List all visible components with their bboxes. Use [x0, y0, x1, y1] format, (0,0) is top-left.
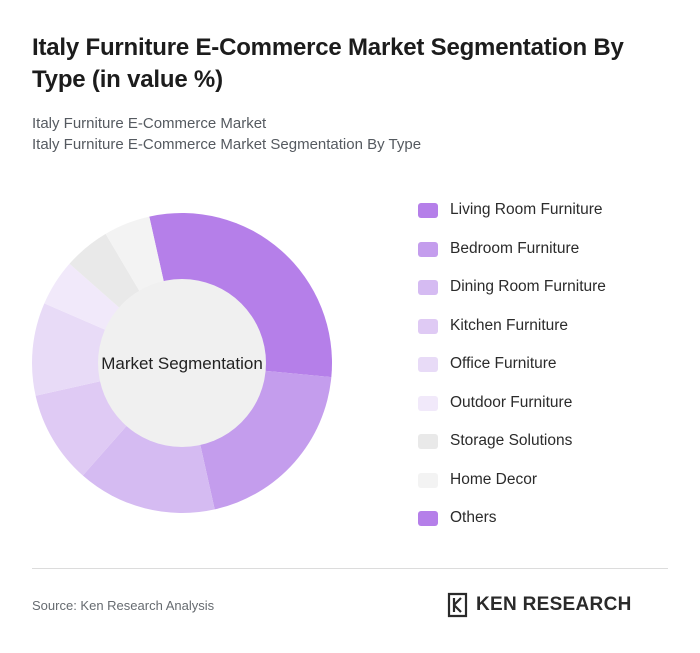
- legend-item-home-decor: Home Decor: [418, 469, 688, 508]
- legend-swatch: [418, 318, 438, 334]
- donut-chart-svg: Market Segmentation: [32, 213, 332, 513]
- legend-swatch: [418, 241, 438, 257]
- legend-swatch: [418, 434, 438, 449]
- legend-label: Storage Solutions: [450, 432, 573, 449]
- legend-swatch: [418, 511, 438, 526]
- legend-swatch: [418, 395, 438, 411]
- legend-label: Kitchen Furniture: [450, 316, 569, 334]
- legend-label: Home Decor: [450, 470, 537, 488]
- legend-item-kitchen-furniture: Kitchen Furniture: [418, 315, 688, 354]
- chart-legend: Living Room Furniture Bedroom Furniture Di…: [418, 199, 688, 546]
- legend-swatch: [418, 357, 438, 372]
- chart-subtitle: Italy Furniture E-Commerce Market Italy …: [32, 113, 632, 155]
- legend-label: Office Furniture: [450, 355, 557, 372]
- donut-center-disc: [98, 279, 266, 447]
- legend-item-bedroom-furniture: Bedroom Furniture: [418, 238, 688, 277]
- legend-swatch: [418, 280, 438, 295]
- brand-logo: KEN RESEARCH: [446, 591, 632, 619]
- legend-label: Dining Room Furniture: [450, 278, 606, 295]
- legend-label: Outdoor Furniture: [450, 393, 573, 411]
- legend-label: Bedroom Furniture: [450, 239, 580, 257]
- legend-swatch: [418, 203, 438, 218]
- legend-label: Others: [450, 509, 497, 526]
- legend-item-dining-room-furniture: Dining Room Furniture: [418, 276, 688, 315]
- subtitle-line-2: Italy Furniture E-Commerce Market Segmen…: [32, 136, 422, 153]
- donut-chart: Market Segmentation: [0, 190, 370, 540]
- legend-item-living-room-furniture: Living Room Furniture: [418, 199, 688, 238]
- donut-center-label: Market Segmentation: [101, 354, 263, 373]
- source-note: Source: Ken Research Analysis: [32, 598, 215, 613]
- legend-item-office-furniture: Office Furniture: [418, 353, 688, 392]
- brand-name: KEN RESEARCH: [476, 594, 632, 615]
- legend-item-storage-solutions: Storage Solutions: [418, 430, 688, 469]
- legend-swatch: [418, 472, 438, 488]
- legend-item-outdoor-furniture: Outdoor Furniture: [418, 392, 688, 431]
- ken-research-logo-icon: [447, 592, 468, 618]
- legend-label: Living Room Furniture: [450, 201, 603, 218]
- chart-title: Italy Furniture E-Commerce Market Segmen…: [32, 34, 624, 93]
- subtitle-line-1: Italy Furniture E-Commerce Market: [32, 115, 267, 132]
- footer-divider: [32, 568, 668, 569]
- legend-item-others: Others: [418, 507, 688, 546]
